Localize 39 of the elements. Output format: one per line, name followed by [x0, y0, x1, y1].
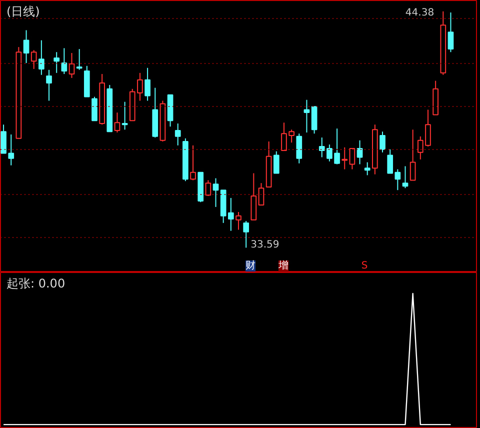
candlestick: [356, 140, 363, 165]
candlestick: [122, 101, 128, 130]
candlestick: [250, 172, 257, 220]
text: 增: [278, 260, 288, 272]
candlestick: [410, 129, 416, 181]
candlestick: [212, 178, 219, 208]
candlestick: [54, 52, 60, 74]
candlestick: [23, 30, 30, 64]
candlestick: [114, 112, 120, 133]
candlestick: [243, 220, 250, 248]
candlestick: [205, 180, 212, 196]
chart-title: (日线): [6, 4, 40, 18]
annotation: 44.38: [405, 7, 434, 18]
candlestick: [342, 146, 348, 170]
candlestick: [61, 48, 68, 75]
candlestick: [30, 50, 37, 70]
candlestick: [68, 52, 75, 78]
candlestick: [92, 96, 98, 122]
text: 财: [246, 260, 256, 272]
chart-title: 起张: 0.00: [6, 276, 66, 290]
candlestick: [296, 133, 302, 164]
candlestick: [76, 48, 82, 70]
candlestick: [380, 131, 386, 153]
candlestick: [364, 162, 370, 176]
candlestick: [46, 69, 52, 102]
candlestick: [144, 67, 150, 102]
candlestick: [402, 166, 408, 189]
candlestick: [304, 99, 310, 133]
annotation: 33.59: [250, 240, 280, 251]
candlestick: [273, 150, 280, 174]
candlestick: [236, 211, 242, 230]
candlestick: [38, 40, 44, 76]
candlestick: [448, 12, 454, 53]
candlestick: [174, 123, 181, 146]
candlestick: [349, 148, 356, 170]
candlestick: [258, 182, 264, 206]
candlestick: [311, 106, 318, 134]
text: S: [361, 260, 368, 272]
candlestick: [190, 144, 196, 181]
